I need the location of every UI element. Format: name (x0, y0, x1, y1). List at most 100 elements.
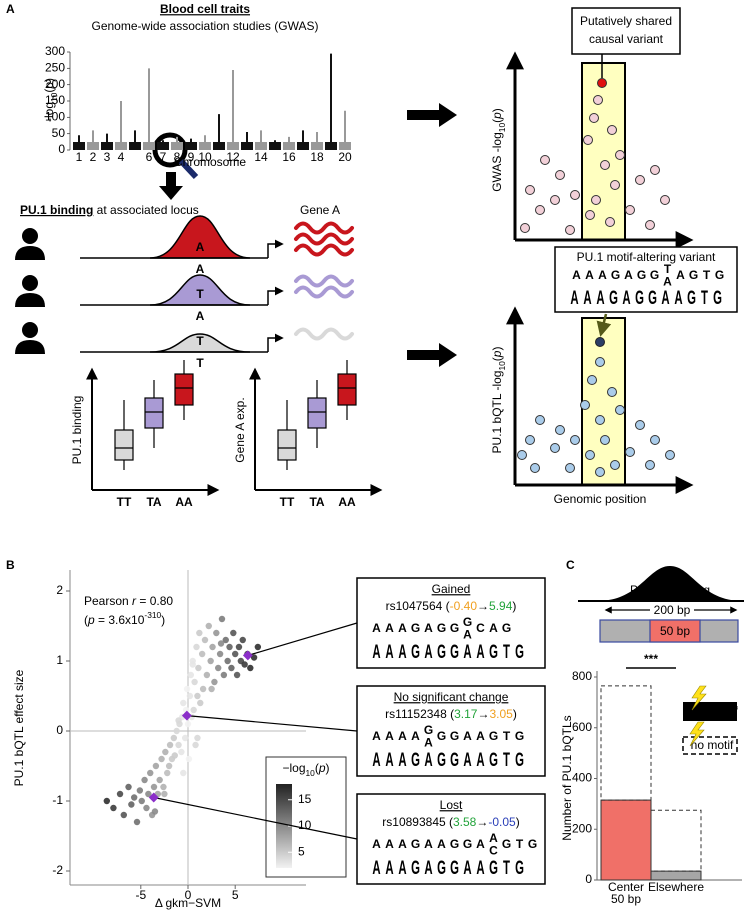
panel-label: A (6, 2, 15, 16)
schematic-point (610, 460, 620, 470)
chromosome-peak (73, 135, 85, 150)
motif-letter: A (437, 837, 446, 851)
schematic-point (583, 135, 593, 145)
point (215, 664, 222, 672)
schematic-point (555, 170, 565, 180)
y-axis-label-part: 10 (49, 92, 59, 102)
magnifier-handle (178, 158, 199, 180)
chromosome-peak (255, 130, 267, 150)
logo-letter: G (515, 858, 524, 879)
point (233, 671, 241, 679)
colorbar-tick-label: 15 (298, 792, 312, 806)
logo-letter: G (437, 642, 446, 663)
colorbar-title: −log10(p) (282, 761, 329, 778)
schematic-point (589, 113, 599, 123)
x-tick-label: Elsewhere (648, 880, 704, 894)
schematic-point (607, 125, 617, 135)
legend-label: no motif (691, 738, 734, 752)
y-axis-label-part: p (490, 350, 504, 358)
point (158, 755, 165, 763)
point (232, 650, 239, 658)
motif-letter: A (398, 621, 407, 635)
logo-letter: A (463, 750, 471, 771)
bar-segment (600, 685, 652, 801)
point (194, 734, 201, 742)
significance-label: *** (644, 652, 658, 666)
logo-letter: G (648, 288, 657, 309)
logo-letter: T (503, 750, 510, 771)
x-tick-label: 1 (76, 150, 83, 164)
x-tick-label: 3 (104, 150, 111, 164)
logo-letter: G (450, 642, 459, 663)
point (130, 794, 138, 801)
schematic-point (593, 95, 603, 105)
logo-letter: G (411, 858, 420, 879)
callout-box (571, 7, 681, 55)
x-tick-label: 5 (232, 888, 239, 902)
annotation-part: ) (161, 613, 165, 627)
expression-wave (294, 232, 354, 246)
point (120, 811, 128, 819)
y-tick-label: 0 (585, 872, 592, 886)
chromosome-peak (297, 130, 309, 150)
motif-letter: G (489, 729, 498, 743)
gene-label: Gene A (300, 203, 340, 217)
logo-letter: A (476, 642, 484, 663)
logo-letter: A (463, 858, 471, 879)
point (162, 748, 169, 756)
genotype-label: TA (146, 495, 161, 509)
chip-label: PU.1 ChIP-seq (630, 583, 710, 597)
legend-key (682, 736, 738, 755)
chromosome-peak (311, 132, 323, 150)
y-tick-label: 150 (45, 93, 65, 107)
point (187, 671, 195, 679)
point (125, 783, 132, 791)
variant-label-part: → (477, 599, 489, 613)
point (224, 657, 231, 665)
x-tick-label: 12 (226, 150, 240, 164)
point (230, 629, 237, 637)
logo-letter: A (622, 288, 630, 309)
point (211, 678, 218, 686)
motif-letter: A (372, 729, 381, 743)
schematic-point (587, 375, 597, 385)
point (141, 776, 148, 784)
callout-line (153, 796, 358, 840)
logo-letter: A (385, 858, 393, 879)
box (114, 429, 134, 461)
binding-peak (149, 274, 251, 306)
colorbar-tick-label: 5 (298, 844, 305, 858)
chromosome-peak (185, 138, 197, 150)
point (138, 797, 145, 805)
logo-letter: G (411, 642, 420, 663)
callout-line (247, 622, 358, 656)
variant-allele: A (663, 274, 672, 288)
annotation-part: = 3.6x10 (95, 613, 145, 627)
y-axis-label: Gene A exp. (233, 397, 247, 462)
logo-letter: G (450, 858, 459, 879)
point (160, 783, 167, 791)
motif-letter: A (676, 268, 685, 282)
schematic-point (625, 447, 635, 457)
lower-allele: T (196, 356, 204, 370)
schematic-point (585, 210, 595, 220)
motif-letter: A (489, 621, 498, 635)
motif-letter: A (572, 268, 581, 282)
logo-letter: G (515, 750, 524, 771)
chromosome-peak (241, 132, 253, 150)
motif-letter: A (372, 621, 381, 635)
point (181, 734, 189, 742)
point (201, 636, 209, 644)
point (116, 790, 124, 798)
variant-label-part: → (476, 815, 488, 829)
y-axis-label: PU.1 binding (70, 396, 84, 465)
variant-label-part: -0.40 (450, 599, 478, 613)
motif-letter: G (715, 268, 724, 282)
motif-letter: A (598, 268, 607, 282)
annotation-part: p (87, 613, 95, 627)
schematic-point (615, 405, 625, 415)
x-tick-sublabel: 50 bp (611, 892, 641, 906)
variant-label-part: -0.05 (488, 815, 516, 829)
x-axis-label: Δ gkm−SVM (155, 896, 221, 910)
